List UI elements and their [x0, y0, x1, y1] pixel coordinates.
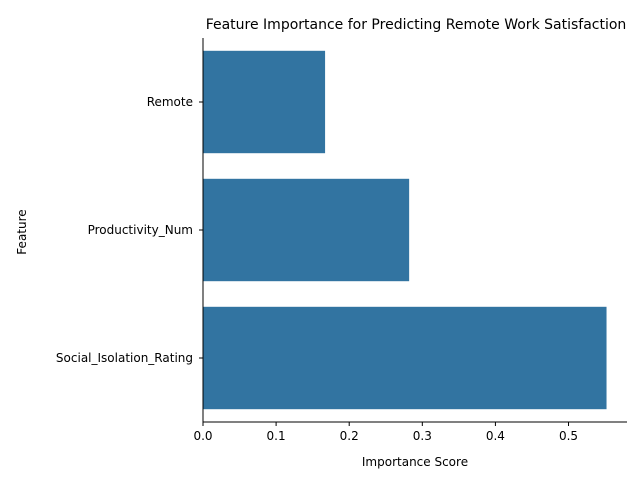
y-tick-label: Social_Isolation_Rating	[56, 351, 193, 365]
bar-remote	[203, 50, 326, 154]
bars-group	[203, 50, 607, 410]
chart-title: Feature Importance for Predicting Remote…	[206, 17, 627, 33]
x-tick-label: 0.3	[413, 429, 432, 443]
x-tick-label: 0.2	[340, 429, 359, 443]
x-tick-label: 0.4	[486, 429, 505, 443]
x-tick-label: 0.1	[267, 429, 286, 443]
x-tick-label: 0.0	[193, 429, 212, 443]
y-axis-title: Feature	[15, 209, 29, 254]
bar-productivity-num	[203, 178, 410, 282]
axes-frame	[202, 38, 627, 423]
x-tick-group: 0.0 0.1 0.2 0.3 0.4 0.5	[193, 422, 578, 443]
y-tick-label: Remote	[147, 95, 193, 109]
y-tick-group: Remote Productivity_Num Social_Isolation_R…	[56, 95, 203, 365]
y-tick-label: Productivity_Num	[88, 223, 193, 237]
x-axis-title: Importance Score	[362, 455, 468, 469]
bar-social-isolation-rating	[203, 306, 607, 410]
x-tick-label: 0.5	[559, 429, 578, 443]
